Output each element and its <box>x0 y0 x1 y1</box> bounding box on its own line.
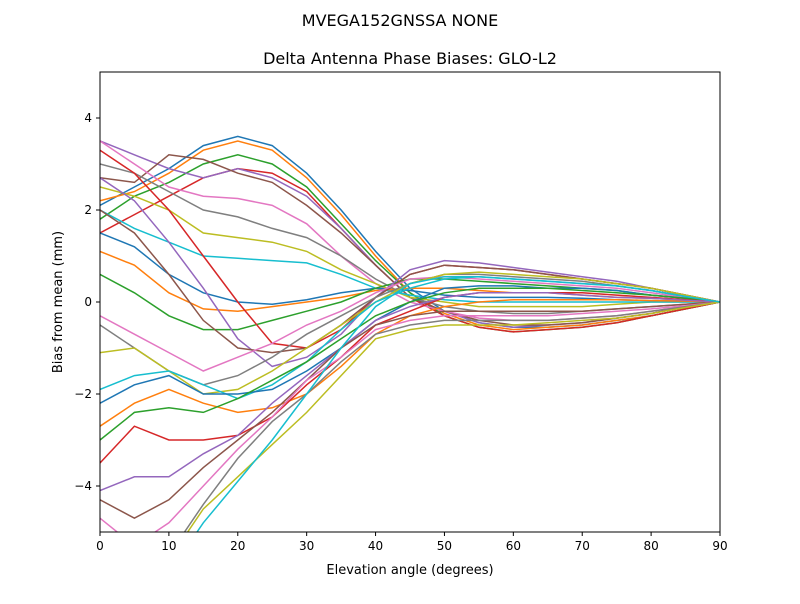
series-line-1 <box>100 135 720 329</box>
y-tick-label: 2 <box>84 203 92 217</box>
y-tick-label: −2 <box>74 387 92 401</box>
series-line-16 <box>100 209 720 354</box>
x-tick-label: 90 <box>712 539 727 553</box>
x-axis-label: Elevation angle (degrees) <box>326 563 493 578</box>
series-group <box>100 135 720 532</box>
x-tick-label: 70 <box>575 539 590 553</box>
x-tick-label: 30 <box>299 539 314 553</box>
y-axis: −4 −2 0 2 4 <box>74 111 100 493</box>
y-tick-label: 4 <box>84 111 92 125</box>
x-axis: 0 10 20 30 40 50 60 70 80 90 <box>96 532 728 553</box>
chart-title: Delta Antenna Phase Biases: GLO-L2 <box>263 49 557 68</box>
x-tick-label: 80 <box>643 539 658 553</box>
series-line-27 <box>100 301 720 532</box>
figure-suptitle: MVEGA152GNSSA NONE <box>302 11 498 30</box>
series-line-25 <box>100 292 720 492</box>
series-line-26 <box>100 301 720 520</box>
series-line-9 <box>100 186 720 308</box>
x-tick-label: 50 <box>437 539 452 553</box>
x-tick-label: 60 <box>506 539 521 553</box>
series-line-28 <box>183 301 720 532</box>
series-line-23 <box>100 287 720 441</box>
series-line-30 <box>196 275 720 532</box>
y-axis-label: Bias from mean (mm) <box>51 231 66 373</box>
series-line-15 <box>100 177 720 368</box>
x-tick-label: 40 <box>368 539 383 553</box>
series-line-17 <box>100 275 720 372</box>
series-line-24 <box>100 292 720 464</box>
x-tick-label: 0 <box>96 539 104 553</box>
x-tick-label: 10 <box>161 539 176 553</box>
y-tick-label: −4 <box>74 479 92 493</box>
series-line-29 <box>186 301 720 532</box>
y-tick-label: 0 <box>84 295 92 309</box>
x-tick-label: 20 <box>230 539 245 553</box>
